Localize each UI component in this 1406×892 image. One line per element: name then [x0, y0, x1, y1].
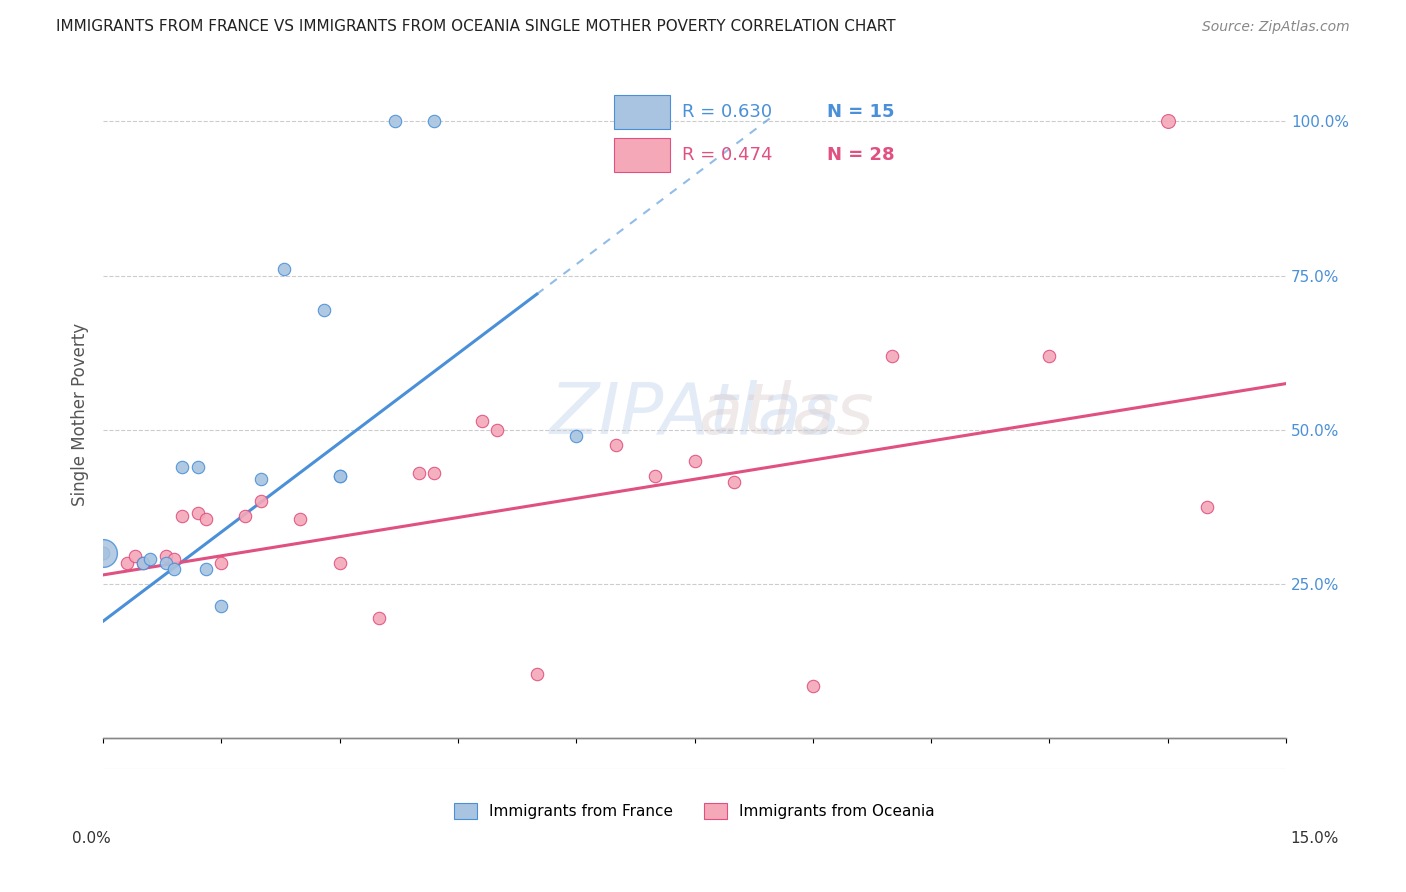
- Point: [273, 262, 295, 277]
- Point: [155, 549, 177, 564]
- Point: [880, 349, 903, 363]
- Text: R = 0.630: R = 0.630: [682, 103, 772, 121]
- Point: [163, 552, 186, 566]
- Point: [486, 423, 509, 437]
- Point: [1038, 349, 1060, 363]
- Point: [1156, 114, 1178, 128]
- Text: ZIPAtlas: ZIPAtlas: [550, 380, 839, 449]
- Text: N = 15: N = 15: [827, 103, 894, 121]
- Bar: [614, 138, 669, 172]
- Point: [368, 611, 391, 625]
- Point: [155, 556, 177, 570]
- Point: [115, 556, 138, 570]
- Point: [209, 556, 232, 570]
- Point: [91, 546, 114, 560]
- Point: [163, 562, 186, 576]
- Legend: Immigrants from France, Immigrants from Oceania: Immigrants from France, Immigrants from …: [449, 797, 941, 825]
- Text: 0.0%: 0.0%: [72, 831, 111, 846]
- Point: [194, 562, 217, 576]
- Text: R = 0.474: R = 0.474: [682, 146, 772, 164]
- Point: [329, 469, 352, 483]
- Point: [384, 114, 406, 128]
- Point: [471, 414, 494, 428]
- Point: [131, 556, 153, 570]
- Point: [187, 459, 209, 474]
- Point: [233, 509, 256, 524]
- Point: [187, 506, 209, 520]
- Point: [91, 546, 114, 560]
- Y-axis label: Single Mother Poverty: Single Mother Poverty: [72, 323, 89, 506]
- Point: [329, 469, 352, 483]
- Point: [209, 599, 232, 613]
- Point: [408, 466, 430, 480]
- Point: [170, 459, 193, 474]
- Point: [423, 114, 446, 128]
- Point: [526, 666, 548, 681]
- Point: [312, 302, 335, 317]
- Point: [1197, 500, 1219, 514]
- Point: [250, 493, 273, 508]
- Point: [91, 546, 114, 560]
- Point: [250, 472, 273, 486]
- Point: [124, 549, 146, 564]
- Text: N = 28: N = 28: [827, 146, 894, 164]
- Point: [565, 429, 588, 443]
- Text: 15.0%: 15.0%: [1291, 831, 1339, 846]
- Point: [329, 556, 352, 570]
- Point: [423, 466, 446, 480]
- Text: atlas: atlas: [515, 380, 875, 449]
- Point: [723, 475, 745, 490]
- Point: [131, 556, 153, 570]
- Bar: [614, 95, 669, 129]
- Point: [290, 512, 312, 526]
- Point: [170, 509, 193, 524]
- Text: Source: ZipAtlas.com: Source: ZipAtlas.com: [1202, 21, 1350, 34]
- Point: [683, 454, 706, 468]
- Text: IMMIGRANTS FROM FRANCE VS IMMIGRANTS FROM OCEANIA SINGLE MOTHER POVERTY CORRELAT: IMMIGRANTS FROM FRANCE VS IMMIGRANTS FRO…: [56, 20, 896, 34]
- Point: [644, 469, 666, 483]
- Point: [194, 512, 217, 526]
- Point: [139, 552, 162, 566]
- Point: [605, 438, 627, 452]
- Point: [801, 679, 824, 693]
